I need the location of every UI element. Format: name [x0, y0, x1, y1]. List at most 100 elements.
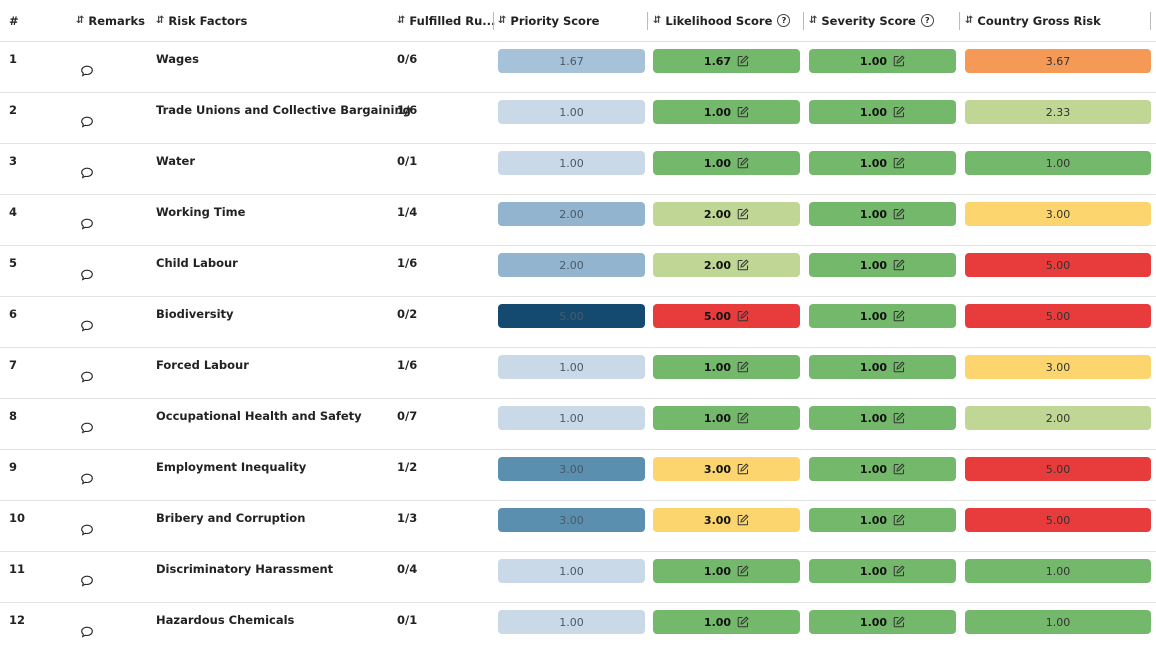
likelihood-score-badge[interactable]: 1.00 [653, 610, 800, 634]
severity-score-badge[interactable]: 1.00 [809, 508, 956, 532]
edit-icon[interactable] [893, 208, 905, 220]
row-number: 3 [9, 154, 18, 168]
edit-icon[interactable] [737, 55, 749, 67]
edit-icon[interactable] [737, 514, 749, 526]
col-header-risk-factors[interactable]: ⇵ Risk Factors [156, 0, 247, 41]
col-header-likelihood-score[interactable]: ⇵ Likelihood Score ? [653, 0, 791, 41]
col-header-remarks[interactable]: ⇵ Remarks [76, 0, 145, 41]
edit-icon[interactable] [737, 106, 749, 118]
risk-factor-name: Hazardous Chemicals [156, 613, 295, 627]
severity-score-badge[interactable]: 1.00 [809, 406, 956, 430]
column-resize-handle[interactable] [803, 12, 804, 30]
fulfilled-count: 1/6 [397, 103, 418, 117]
country-gross-risk-badge: 1.00 [965, 559, 1151, 583]
fulfilled-count: 0/6 [397, 52, 418, 66]
edit-icon[interactable] [737, 157, 749, 169]
edit-icon[interactable] [893, 412, 905, 424]
column-resize-handle[interactable] [1150, 12, 1151, 30]
edit-icon[interactable] [893, 259, 905, 271]
edit-icon[interactable] [737, 310, 749, 322]
comment-icon[interactable] [80, 523, 94, 537]
risk-table: # ⇵ Remarks ⇵ Risk Factors ⇵ Fulfilled R… [0, 0, 1156, 638]
severity-score-badge[interactable]: 1.00 [809, 100, 956, 124]
fulfilled-count: 0/1 [397, 154, 418, 168]
severity-score-badge[interactable]: 1.00 [809, 151, 956, 175]
risk-factor-name: Wages [156, 52, 199, 66]
likelihood-score-badge[interactable]: 2.00 [653, 202, 800, 226]
likelihood-score-badge[interactable]: 1.00 [653, 559, 800, 583]
likelihood-score-badge[interactable]: 3.00 [653, 508, 800, 532]
edit-icon[interactable] [893, 514, 905, 526]
edit-icon[interactable] [737, 208, 749, 220]
edit-icon[interactable] [737, 412, 749, 424]
sort-icon[interactable]: ⇵ [809, 15, 818, 26]
column-resize-handle[interactable] [647, 12, 648, 30]
sort-icon[interactable]: ⇵ [76, 15, 85, 26]
edit-icon[interactable] [893, 616, 905, 628]
column-resize-handle[interactable] [493, 12, 494, 30]
edit-icon[interactable] [893, 565, 905, 577]
severity-score-badge[interactable]: 1.00 [809, 457, 956, 481]
likelihood-score-badge[interactable]: 1.00 [653, 355, 800, 379]
comment-icon[interactable] [80, 370, 94, 384]
severity-score-badge[interactable]: 1.00 [809, 202, 956, 226]
help-icon[interactable]: ? [920, 14, 934, 27]
col-header-priority-score[interactable]: ⇵ Priority Score [498, 0, 599, 41]
severity-score-badge[interactable]: 1.00 [809, 610, 956, 634]
sort-icon[interactable]: ⇵ [156, 15, 165, 26]
comment-icon[interactable] [80, 115, 94, 129]
sort-icon[interactable]: ⇵ [498, 15, 507, 26]
comment-icon[interactable] [80, 166, 94, 180]
edit-icon[interactable] [893, 310, 905, 322]
edit-icon[interactable] [893, 55, 905, 67]
comment-icon[interactable] [80, 574, 94, 588]
severity-score-badge[interactable]: 1.00 [809, 304, 956, 328]
likelihood-score-badge[interactable]: 2.00 [653, 253, 800, 277]
severity-score-badge[interactable]: 1.00 [809, 559, 956, 583]
sort-icon[interactable]: ⇵ [653, 15, 662, 26]
edit-icon[interactable] [737, 463, 749, 475]
likelihood-score-badge[interactable]: 1.00 [653, 151, 800, 175]
table-row: 3 Water 0/1 1.00 1.00 1.00 1.00 [0, 143, 1156, 195]
severity-score-badge[interactable]: 1.00 [809, 49, 956, 73]
row-number: 9 [9, 460, 18, 474]
edit-icon[interactable] [737, 259, 749, 271]
likelihood-score-badge[interactable]: 1.00 [653, 100, 800, 124]
comment-icon[interactable] [80, 625, 94, 639]
likelihood-score-badge[interactable]: 1.67 [653, 49, 800, 73]
edit-icon[interactable] [737, 361, 749, 373]
row-number: 1 [9, 52, 18, 66]
edit-icon[interactable] [893, 463, 905, 475]
country-gross-risk-badge: 5.00 [965, 253, 1151, 277]
likelihood-score-badge[interactable]: 1.00 [653, 406, 800, 430]
comment-icon[interactable] [80, 268, 94, 282]
help-icon[interactable]: ? [777, 14, 791, 27]
likelihood-score-badge[interactable]: 5.00 [653, 304, 800, 328]
edit-icon[interactable] [737, 565, 749, 577]
comment-icon[interactable] [80, 217, 94, 231]
table-row: 11 Discriminatory Harassment 0/4 1.00 1.00 1.… [0, 551, 1156, 603]
priority-score-badge: 1.67 [498, 49, 645, 73]
comment-icon[interactable] [80, 64, 94, 78]
edit-icon[interactable] [893, 157, 905, 169]
edit-icon[interactable] [893, 361, 905, 373]
col-header-severity-score[interactable]: ⇵ Severity Score ? [809, 0, 934, 41]
edit-icon[interactable] [893, 106, 905, 118]
severity-score-value: 1.00 [859, 156, 888, 170]
col-header-fulfilled[interactable]: ⇵ Fulfilled Ru... [397, 0, 495, 41]
fulfilled-count: 1/6 [397, 358, 418, 372]
severity-score-badge[interactable]: 1.00 [809, 355, 956, 379]
sort-icon[interactable]: ⇵ [965, 15, 974, 26]
col-header-country-gross-risk[interactable]: ⇵ Country Gross Risk [965, 0, 1101, 41]
likelihood-score-badge[interactable]: 3.00 [653, 457, 800, 481]
priority-score-value: 1.00 [559, 615, 584, 629]
column-resize-handle[interactable] [959, 12, 960, 30]
fulfilled-count: 0/2 [397, 307, 418, 321]
comment-icon[interactable] [80, 319, 94, 333]
comment-icon[interactable] [80, 472, 94, 486]
likelihood-score-value: 1.00 [703, 615, 732, 629]
severity-score-badge[interactable]: 1.00 [809, 253, 956, 277]
comment-icon[interactable] [80, 421, 94, 435]
edit-icon[interactable] [737, 616, 749, 628]
sort-icon[interactable]: ⇵ [397, 15, 406, 26]
